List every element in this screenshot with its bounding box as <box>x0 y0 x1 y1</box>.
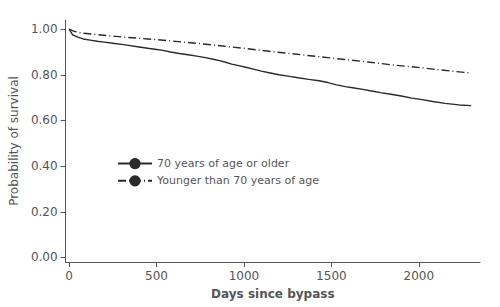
svg-text:0.80: 0.80 <box>31 68 58 82</box>
svg-text:0.60: 0.60 <box>31 113 58 127</box>
svg-text:500: 500 <box>145 269 168 283</box>
svg-text:70 years of age or older: 70 years of age or older <box>157 157 290 170</box>
svg-text:1.00: 1.00 <box>31 22 58 36</box>
svg-text:0.40: 0.40 <box>31 159 58 173</box>
svg-text:1000: 1000 <box>229 269 260 283</box>
svg-text:0.20: 0.20 <box>31 205 58 219</box>
svg-text:0.00: 0.00 <box>31 250 58 264</box>
svg-text:Probability of survival: Probability of survival <box>7 76 21 206</box>
svg-text:2000: 2000 <box>404 269 435 283</box>
svg-text:Days since bypass: Days since bypass <box>211 287 334 301</box>
svg-text:Younger than 70 years of age: Younger than 70 years of age <box>156 174 319 187</box>
svg-text:0: 0 <box>65 269 73 283</box>
svg-text:1500: 1500 <box>316 269 347 283</box>
